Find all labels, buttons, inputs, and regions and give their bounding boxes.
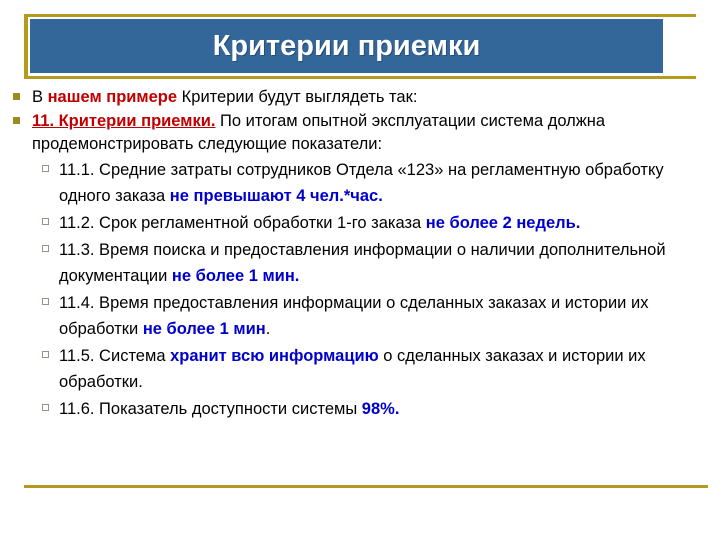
emphasis-run: 98%. (361, 400, 400, 418)
bullet-heading-11-text: 11. Критерии приемки. По итогам опытной … (32, 112, 606, 153)
item-11-1-text: 11.1. Средние затраты сотрудников Отдела… (59, 161, 664, 205)
emphasis-run: не более 2 недель. (425, 214, 581, 232)
item-11-5: 11.5. Система хранит всю информацию о сд… (0, 343, 720, 395)
item-11-6: 11.6. Показатель доступности системы 98%… (0, 396, 720, 422)
item-11-3-text: 11.3. Время поиска и предоставления инфо… (59, 241, 666, 285)
item-11-5-text: 11.5. Система хранит всю информацию о сд… (59, 347, 646, 391)
emphasis-run: не более 1 мин. (171, 267, 300, 285)
hollow-square-bullet-icon (0, 396, 59, 411)
emphasis-run: не более 1 мин (142, 320, 266, 338)
item-11-4-text: 11.4. Время предоставления информации о … (59, 294, 649, 338)
slide-content: В нашем примере Критерии будут выглядеть… (0, 86, 720, 423)
item-11-2: 11.2. Срок регламентной обработки 1-го з… (0, 210, 720, 236)
item-11-2-text: 11.2. Срок регламентной обработки 1-го з… (59, 214, 581, 232)
emphasis-run: нашем примере (47, 88, 178, 106)
bullet-intro: В нашем примере Критерии будут выглядеть… (0, 86, 720, 109)
emphasis-run: 11. Критерии приемки. (32, 112, 216, 130)
title-banner: Критерии приемки (30, 19, 663, 73)
hollow-square-bullet-icon (0, 343, 59, 358)
square-bullet-icon (0, 86, 32, 100)
title-rule-left (24, 14, 28, 79)
criteria-sublist: 11.1. Средние затраты сотрудников Отдела… (0, 157, 720, 422)
emphasis-run: хранит всю информацию (170, 347, 379, 365)
item-11-4: 11.4. Время предоставления информации о … (0, 290, 720, 342)
item-11-6-text: 11.6. Показатель доступности системы 98%… (59, 400, 400, 418)
bullet-heading-11: 11. Критерии приемки. По итогам опытной … (0, 110, 720, 156)
hollow-square-bullet-icon (0, 290, 59, 305)
footer-rule (24, 485, 708, 488)
title-rule-top (24, 14, 696, 17)
hollow-square-bullet-icon (0, 157, 59, 172)
slide-title-block: Критерии приемки (0, 14, 720, 82)
square-bullet-icon (0, 110, 32, 124)
title-rule-bottom (24, 76, 696, 79)
hollow-square-bullet-icon (0, 237, 59, 252)
page-title: Критерии приемки (212, 29, 481, 62)
bullet-intro-text: В нашем примере Критерии будут выглядеть… (32, 88, 418, 106)
item-11-1: 11.1. Средние затраты сотрудников Отдела… (0, 157, 720, 209)
emphasis-run: не превышают 4 чел.*час. (169, 187, 383, 205)
hollow-square-bullet-icon (0, 210, 59, 225)
item-11-3: 11.3. Время поиска и предоставления инфо… (0, 237, 720, 289)
